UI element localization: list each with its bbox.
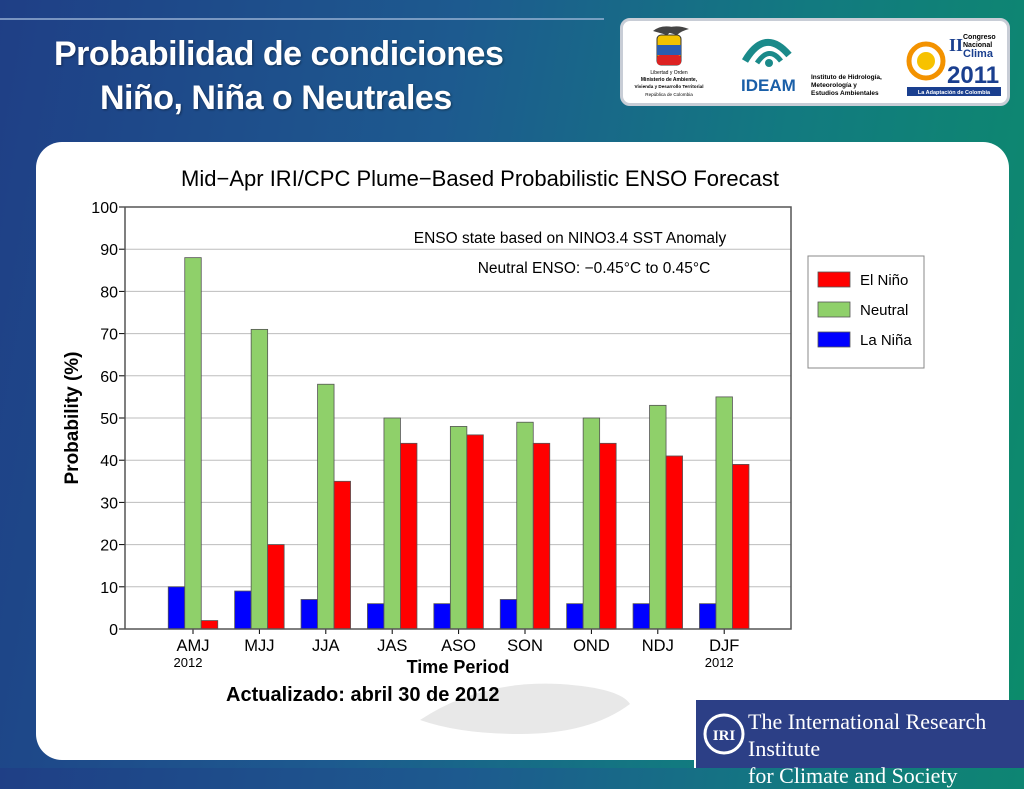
bar-la-ni-a bbox=[367, 603, 385, 630]
congreso-tagline: La Adaptación de Colombia bbox=[918, 90, 991, 96]
congreso-year: 2011 bbox=[947, 62, 999, 89]
bar-neutral bbox=[317, 383, 335, 630]
bar-neutral bbox=[383, 417, 401, 630]
x-tick-sublabel: 2012 bbox=[174, 655, 203, 670]
slide-title-line2: Niño, Niña o Neutrales bbox=[100, 79, 452, 117]
congreso-clima-logo-icon bbox=[906, 41, 946, 81]
iri-logo-icon: IRI bbox=[703, 713, 745, 755]
ideam-desc-line1: Instituto de Hidrología, bbox=[811, 74, 882, 81]
iri-name: The International Research Institute for… bbox=[748, 708, 1024, 789]
chart-annotation-2: Neutral ENSO: −0.45°C to 0.45°C bbox=[478, 260, 711, 277]
bar-el-ni-o bbox=[400, 442, 418, 630]
y-tick-label: 20 bbox=[100, 538, 118, 555]
ministerio-line3: Vivienda y Desarrollo Territorial bbox=[634, 84, 703, 89]
y-tick-label: 10 bbox=[100, 580, 118, 597]
ministerio-line4: República de Colombia bbox=[645, 92, 693, 97]
bar-la-ni-a bbox=[499, 599, 518, 630]
x-tick-label: JAS bbox=[377, 637, 407, 655]
logos-banner: Libertad y Orden Ministerio de Ambiente,… bbox=[620, 18, 1010, 106]
y-tick-label: 0 bbox=[109, 622, 118, 639]
updated-note: Actualizado: abril 30 de 2012 bbox=[226, 684, 500, 706]
bar-neutral bbox=[582, 417, 601, 630]
bar-la-ni-a bbox=[632, 603, 650, 630]
chart-annotation-1: ENSO state based on NINO3.4 SST Anomaly bbox=[414, 230, 727, 247]
x-axis-label: Time Period bbox=[407, 657, 510, 677]
bar-la-ni-a bbox=[234, 590, 252, 630]
bar-neutral bbox=[649, 404, 667, 630]
y-axis-label: Probability (%) bbox=[62, 351, 83, 484]
bar-la-ni-a bbox=[300, 599, 318, 630]
x-tick-label: JJA bbox=[312, 637, 340, 655]
bar-el-ni-o bbox=[267, 544, 285, 630]
ministerio-line2: Ministerio de Ambiente, bbox=[641, 77, 698, 83]
map-watermark bbox=[420, 683, 630, 734]
enso-chart: Mid−Apr IRI/CPC Plume−Based Probabilisti… bbox=[62, 166, 925, 734]
iri-badge: IRI bbox=[713, 728, 736, 744]
y-tick-label: 90 bbox=[100, 242, 118, 259]
y-tick-label: 70 bbox=[100, 327, 118, 344]
chart-title: Mid−Apr IRI/CPC Plume−Based Probabilisti… bbox=[181, 166, 779, 191]
legend-label: La Niña bbox=[860, 332, 912, 349]
y-tick-label: 40 bbox=[100, 453, 118, 470]
top-divider bbox=[0, 18, 604, 20]
iri-name-line2: for Climate and Society bbox=[748, 763, 958, 788]
bar-la-ni-a bbox=[699, 603, 717, 630]
legend-swatch bbox=[817, 301, 851, 318]
bar-el-ni-o bbox=[333, 480, 351, 630]
congreso-line2: Nacional bbox=[963, 42, 992, 49]
bar-neutral bbox=[715, 396, 733, 630]
bar-la-ni-a bbox=[433, 603, 451, 630]
ideam-name: IDEAM bbox=[741, 76, 796, 95]
legend-label: Neutral bbox=[860, 302, 908, 319]
bar-el-ni-o bbox=[466, 434, 484, 630]
slide-title: Probabilidad de condiciones Niño, Niña o… bbox=[54, 32, 504, 120]
x-tick-label: DJF bbox=[709, 637, 739, 655]
x-tick-label: NDJ bbox=[642, 637, 674, 655]
bar-neutral bbox=[516, 421, 534, 630]
bar-neutral bbox=[184, 257, 202, 630]
congreso-line1: Congreso bbox=[963, 34, 996, 41]
plot-frame bbox=[124, 206, 792, 630]
logos-graphic: Libertad y Orden Ministerio de Ambiente,… bbox=[634, 26, 1001, 97]
ideam-desc-line3: Estudios Ambientales bbox=[811, 90, 879, 97]
y-tick-label: 50 bbox=[100, 411, 118, 428]
legend-label: El Niño bbox=[860, 272, 908, 289]
x-tick-label: ASO bbox=[441, 637, 476, 655]
bar-la-ni-a bbox=[167, 586, 186, 630]
x-tick-sublabel: 2012 bbox=[705, 655, 734, 670]
x-tick-label: MJJ bbox=[244, 637, 274, 655]
bar-el-ni-o bbox=[200, 620, 219, 630]
bar-neutral bbox=[250, 328, 269, 630]
y-tick-label: 30 bbox=[100, 495, 118, 512]
x-tick-label: OND bbox=[573, 637, 610, 655]
congreso-numeral: II bbox=[949, 35, 963, 55]
x-tick-label: SON bbox=[507, 637, 543, 655]
legend: El Niño Neutral La Niña bbox=[807, 255, 925, 369]
congreso-line3: Clima bbox=[963, 48, 994, 60]
bar-el-ni-o bbox=[732, 464, 750, 630]
y-tick-label: 80 bbox=[100, 284, 118, 301]
bar-la-ni-a bbox=[566, 603, 584, 630]
bar-el-ni-o bbox=[665, 455, 683, 630]
bar-neutral bbox=[449, 426, 468, 630]
y-tick-label: 60 bbox=[100, 369, 118, 386]
iri-name-line1: The International Research Institute bbox=[748, 709, 987, 761]
congreso-tagline-bar bbox=[907, 87, 1001, 96]
bar-el-ni-o bbox=[532, 442, 551, 630]
ideam-desc-line2: Meteorología y bbox=[811, 82, 857, 89]
legend-swatch bbox=[817, 331, 851, 348]
ministerio-line1: Libertad y Orden bbox=[650, 70, 687, 76]
x-tick-label: AMJ bbox=[177, 637, 210, 655]
bar-el-ni-o bbox=[599, 442, 617, 630]
legend-swatch bbox=[817, 271, 851, 288]
y-tick-label: 100 bbox=[91, 200, 118, 217]
iri-banner: IRI The International Research Institute… bbox=[694, 700, 1024, 788]
colombia-coat-of-arms-icon bbox=[653, 26, 689, 66]
slide-title-line1: Probabilidad de condiciones bbox=[54, 35, 504, 73]
ideam-logo-icon bbox=[741, 38, 792, 67]
